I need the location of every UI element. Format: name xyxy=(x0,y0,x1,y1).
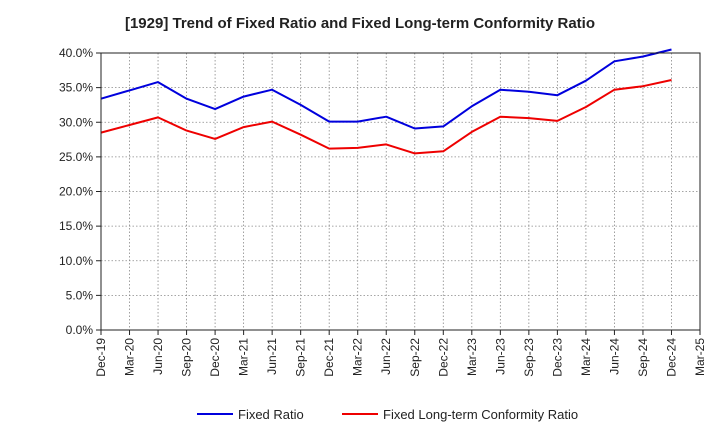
x-tick-label: Dec-23 xyxy=(550,338,564,377)
series-lines xyxy=(100,48,672,155)
x-tick-label: Jun-22 xyxy=(379,338,393,375)
series-line-1 xyxy=(100,48,672,130)
x-tick-label: Sep-21 xyxy=(294,338,308,377)
y-tick-label: 35.0% xyxy=(59,81,93,95)
x-tick-label: Mar-23 xyxy=(465,338,479,376)
chart-title: [1929] Trend of Fixed Ratio and Fixed Lo… xyxy=(125,15,595,32)
x-tick-label: Dec-21 xyxy=(322,338,336,377)
legend: Fixed Ratio Fixed Long-term Conformity Ra… xyxy=(197,407,578,422)
x-tick-label: Dec-19 xyxy=(94,338,108,377)
y-tick-label: 25.0% xyxy=(59,150,93,164)
x-tick-label: Sep-23 xyxy=(522,338,536,377)
legend-label-2: Fixed Long-term Conformity Ratio xyxy=(383,407,578,422)
x-axis: Dec-19 Mar-20 Jun-20 Sep-20 Dec-20 Mar-21 Jun-… xyxy=(94,330,707,377)
y-tick-label: 5.0% xyxy=(66,288,94,302)
x-tick-label: Sep-22 xyxy=(408,338,422,377)
x-tick-label: Jun-20 xyxy=(151,338,165,375)
x-tick-label: Jun-23 xyxy=(493,338,507,375)
x-tick-label: Jun-21 xyxy=(265,338,279,375)
x-tick-label: Mar-24 xyxy=(579,338,593,376)
series-line-2 xyxy=(100,79,672,155)
legend-label-1: Fixed Ratio xyxy=(238,407,304,422)
y-tick-label: 40.0% xyxy=(59,46,93,60)
grid xyxy=(100,52,701,331)
y-tick-label: 10.0% xyxy=(59,254,93,268)
y-axis: 0.0% 5.0% 10.0% 15.0% 20.0% 25.0% 30.0% 35.0% 40… xyxy=(59,46,101,337)
y-tick-label: 30.0% xyxy=(59,115,93,129)
x-tick-label: Mar-20 xyxy=(123,338,137,376)
y-tick-label: 20.0% xyxy=(59,185,93,199)
x-tick-label: Dec-22 xyxy=(436,338,450,377)
y-tick-label: 0.0% xyxy=(66,323,94,337)
x-tick-label: Jun-24 xyxy=(607,338,621,375)
y-tick-label: 15.0% xyxy=(59,219,93,233)
x-tick-label: Mar-22 xyxy=(351,338,365,376)
x-tick-label: Dec-24 xyxy=(664,338,678,377)
x-tick-label: Dec-20 xyxy=(208,338,222,377)
plot-frame xyxy=(100,52,701,331)
x-tick-label: Sep-20 xyxy=(180,338,194,377)
x-tick-label: Sep-24 xyxy=(636,338,650,377)
x-tick-label: Mar-21 xyxy=(237,338,251,376)
x-tick-label: Mar-25 xyxy=(693,338,707,376)
